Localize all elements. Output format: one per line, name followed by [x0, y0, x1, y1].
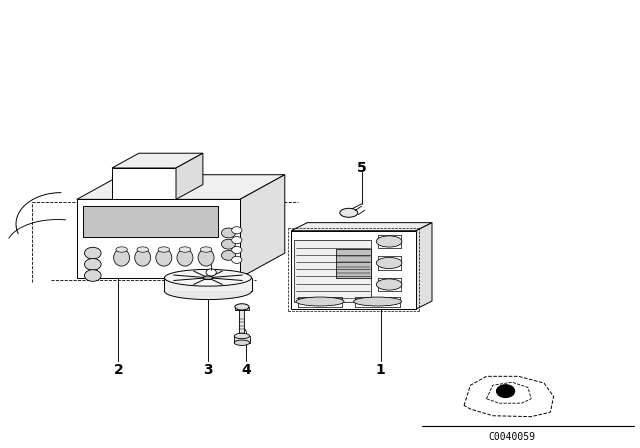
- Ellipse shape: [156, 249, 172, 266]
- Bar: [336, 249, 371, 278]
- Text: C0040059: C0040059: [488, 432, 536, 442]
- Ellipse shape: [354, 297, 402, 306]
- Circle shape: [84, 247, 101, 259]
- Circle shape: [206, 269, 216, 276]
- Ellipse shape: [376, 257, 402, 269]
- Ellipse shape: [376, 236, 402, 247]
- Circle shape: [232, 237, 242, 244]
- Polygon shape: [416, 223, 432, 309]
- Circle shape: [221, 239, 236, 249]
- Polygon shape: [486, 382, 531, 403]
- Ellipse shape: [179, 247, 191, 252]
- Ellipse shape: [164, 283, 252, 300]
- Text: 1: 1: [376, 362, 386, 377]
- Ellipse shape: [158, 247, 170, 252]
- Ellipse shape: [135, 249, 151, 266]
- Ellipse shape: [116, 247, 127, 252]
- Ellipse shape: [234, 333, 250, 339]
- Circle shape: [221, 250, 236, 260]
- Polygon shape: [291, 231, 416, 309]
- Polygon shape: [464, 376, 554, 417]
- Bar: [83, 206, 218, 237]
- Ellipse shape: [235, 304, 249, 310]
- Circle shape: [232, 256, 242, 263]
- Polygon shape: [291, 223, 432, 231]
- Polygon shape: [235, 307, 249, 310]
- Circle shape: [84, 258, 101, 270]
- Polygon shape: [77, 175, 285, 199]
- Ellipse shape: [198, 249, 214, 266]
- Circle shape: [232, 227, 242, 234]
- Text: 5: 5: [356, 161, 367, 175]
- Polygon shape: [77, 199, 240, 278]
- Ellipse shape: [376, 279, 402, 290]
- Polygon shape: [240, 175, 285, 278]
- Bar: [294, 240, 371, 302]
- Circle shape: [221, 228, 236, 238]
- Circle shape: [497, 385, 515, 397]
- Ellipse shape: [137, 247, 148, 252]
- Polygon shape: [112, 153, 203, 168]
- Ellipse shape: [200, 247, 212, 252]
- Text: 4: 4: [241, 362, 252, 377]
- Text: 2: 2: [113, 362, 124, 377]
- Circle shape: [232, 246, 242, 254]
- Polygon shape: [164, 278, 252, 291]
- Ellipse shape: [296, 297, 344, 306]
- Text: 3: 3: [203, 362, 213, 377]
- Circle shape: [84, 270, 101, 281]
- Ellipse shape: [234, 340, 250, 345]
- Polygon shape: [112, 168, 176, 199]
- Bar: [239, 310, 244, 336]
- Ellipse shape: [340, 208, 358, 217]
- Polygon shape: [234, 336, 250, 343]
- Ellipse shape: [164, 269, 252, 286]
- Ellipse shape: [204, 276, 212, 280]
- Ellipse shape: [114, 249, 129, 266]
- Ellipse shape: [177, 249, 193, 266]
- Polygon shape: [176, 153, 203, 199]
